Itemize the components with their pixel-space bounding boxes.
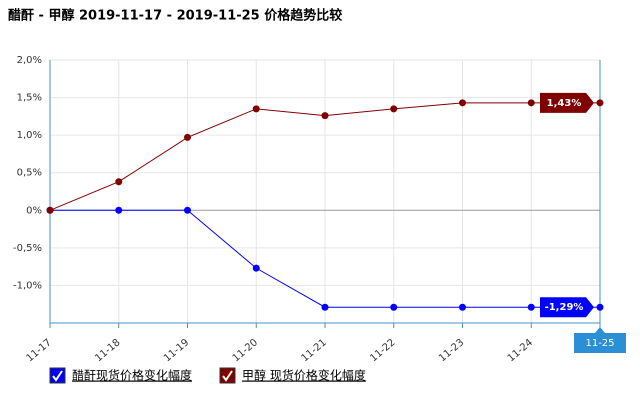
data-point: [321, 112, 329, 120]
y-tick-label: 2,0%: [17, 55, 42, 66]
legend-checkbox[interactable]: [49, 367, 66, 384]
y-tick-label: 1,0%: [17, 130, 42, 141]
data-point: [321, 303, 329, 311]
data-point: [115, 206, 123, 214]
data-point: [115, 178, 123, 186]
data-point: [252, 105, 260, 113]
x-tick-label: 11-22: [368, 337, 397, 364]
value-label-box: [540, 92, 594, 113]
legend-label[interactable]: 醋酐现货价格变化幅度: [72, 368, 192, 383]
y-tick-label: 0%: [26, 205, 42, 216]
data-point: [596, 99, 604, 107]
data-point: [459, 303, 466, 311]
y-tick-label: -0,5%: [13, 243, 42, 254]
data-point: [390, 303, 398, 311]
x-tick-label: 11-18: [93, 337, 122, 364]
y-tick-label: 0,5%: [17, 168, 42, 179]
data-point: [527, 99, 535, 107]
data-point: [390, 105, 398, 113]
legend-checkbox[interactable]: [219, 367, 236, 384]
data-point: [527, 303, 535, 311]
x-tick-label: 11-21: [300, 337, 329, 364]
data-point: [596, 303, 604, 311]
x-tick-label: 11-19: [162, 337, 191, 364]
value-label: -1,29%: [545, 302, 584, 313]
x-tick-label: 11-24: [506, 337, 535, 364]
chart-title: 醋酐 - 甲醇 2019-11-17 - 2019-11-25 价格趋势比较: [8, 8, 342, 24]
value-label-box: [540, 297, 594, 318]
data-point: [459, 99, 466, 107]
data-point: [184, 206, 191, 214]
data-point: [184, 133, 191, 141]
data-point: [46, 206, 54, 214]
legend-check[interactable]: [52, 370, 63, 382]
x-tick-label: 11-20: [231, 337, 260, 364]
legend: 醋酐现货价格变化幅度 甲醇 现货价格变化幅度: [49, 367, 366, 384]
x-tick-label: 11-23: [437, 337, 466, 364]
legend-check[interactable]: [222, 370, 233, 382]
data-point: [252, 264, 260, 272]
x-tick-label-highlight: 11-25: [585, 338, 614, 349]
y-tick-label: -1,0%: [13, 280, 42, 291]
legend-label[interactable]: 甲醇 现货价格变化幅度: [242, 368, 366, 383]
value-label: 1,43%: [547, 98, 582, 109]
y-tick-label: 1,5%: [17, 93, 42, 104]
x-tick-label: 11-17: [25, 337, 54, 364]
crosshair-label-box: [574, 327, 626, 353]
